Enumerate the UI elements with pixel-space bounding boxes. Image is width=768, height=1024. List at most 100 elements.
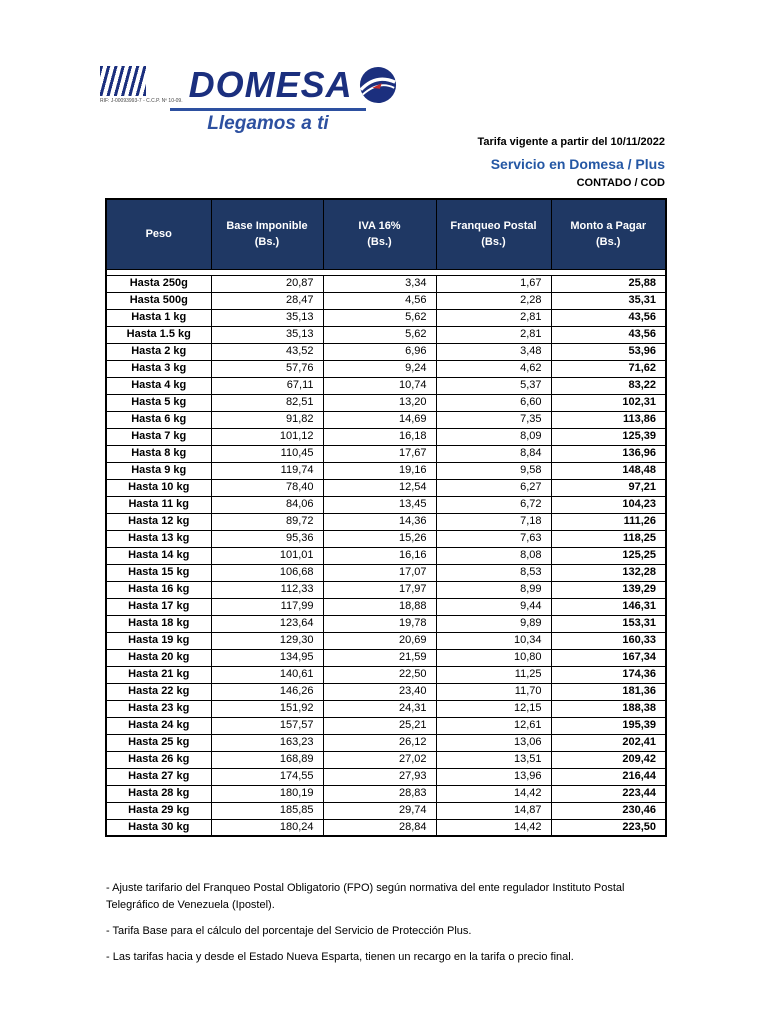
table-row: Hasta 250g 20,87 3,34 1,67 25,88 [105, 274, 667, 293]
cell-base-imponible: 91,82 [210, 410, 324, 429]
brand-name: DOMESA [188, 64, 353, 105]
cell-peso: Hasta 500g [105, 291, 212, 310]
cell-iva: 28,84 [322, 818, 437, 837]
col-header-franqueo-postal: Franqueo Postal (Bs.) [435, 198, 552, 270]
table-row: Hasta 28 kg 180,19 28,83 14,42 223,44 [105, 784, 667, 803]
table-row: Hasta 15 kg 106,68 17,07 8,53 132,28 [105, 563, 667, 582]
cell-peso: Hasta 13 kg [105, 529, 212, 548]
cell-base-imponible: 28,47 [210, 291, 324, 310]
cell-monto-a-pagar: 174,36 [550, 665, 667, 684]
cell-peso: Hasta 29 kg [105, 801, 212, 820]
table-row: Hasta 26 kg 168,89 27,02 13,51 209,42 [105, 750, 667, 769]
cell-base-imponible: 180,19 [210, 784, 324, 803]
cell-base-imponible: 67,11 [210, 376, 324, 395]
tariff-table-head: Peso Base Imponible (Bs.) IVA 16% (Bs.) … [105, 198, 667, 270]
cell-peso: Hasta 20 kg [105, 648, 212, 667]
cell-base-imponible: 35,13 [210, 325, 324, 344]
cell-franqueo-postal: 9,89 [435, 614, 552, 633]
cell-monto-a-pagar: 118,25 [550, 529, 667, 548]
cell-base-imponible: 151,92 [210, 699, 324, 718]
cell-base-imponible: 101,01 [210, 546, 324, 565]
cell-base-imponible: 95,36 [210, 529, 324, 548]
cell-franqueo-postal: 6,72 [435, 495, 552, 514]
table-row: Hasta 20 kg 134,95 21,59 10,80 167,34 [105, 648, 667, 667]
cell-monto-a-pagar: 102,31 [550, 393, 667, 412]
cell-iva: 13,45 [322, 495, 437, 514]
cell-iva: 17,97 [322, 580, 437, 599]
col-header-unit: (Bs.) [596, 236, 621, 249]
cell-base-imponible: 20,87 [210, 274, 324, 293]
table-row: Hasta 6 kg 91,82 14,69 7,35 113,86 [105, 410, 667, 429]
cell-iva: 28,83 [322, 784, 437, 803]
cell-franqueo-postal: 9,58 [435, 461, 552, 480]
cell-iva: 15,26 [322, 529, 437, 548]
cell-iva: 12,54 [322, 478, 437, 497]
cell-monto-a-pagar: 148,48 [550, 461, 667, 480]
table-row: Hasta 1.5 kg 35,13 5,62 2,81 43,56 [105, 325, 667, 344]
table-row: Hasta 5 kg 82,51 13,20 6,60 102,31 [105, 393, 667, 412]
col-header-unit: (Bs.) [367, 236, 392, 249]
table-row: Hasta 2 kg 43,52 6,96 3,48 53,96 [105, 342, 667, 361]
cell-peso: Hasta 28 kg [105, 784, 212, 803]
cell-monto-a-pagar: 136,96 [550, 444, 667, 463]
cell-iva: 3,34 [322, 274, 437, 293]
table-row: Hasta 29 kg 185,85 29,74 14,87 230,46 [105, 801, 667, 820]
cell-iva: 5,62 [322, 325, 437, 344]
cell-franqueo-postal: 10,34 [435, 631, 552, 650]
cell-monto-a-pagar: 113,86 [550, 410, 667, 429]
cell-franqueo-postal: 14,42 [435, 784, 552, 803]
service-title: Servicio en Domesa / Plus [490, 156, 665, 172]
cell-franqueo-postal: 6,60 [435, 393, 552, 412]
cell-franqueo-postal: 14,42 [435, 818, 552, 837]
col-header-peso: Peso [105, 198, 212, 270]
col-header-label: Peso [145, 228, 172, 240]
cell-iva: 16,16 [322, 546, 437, 565]
cell-peso: Hasta 6 kg [105, 410, 212, 429]
cell-iva: 21,59 [322, 648, 437, 667]
cell-monto-a-pagar: 43,56 [550, 325, 667, 344]
cell-monto-a-pagar: 188,38 [550, 699, 667, 718]
cell-base-imponible: 78,40 [210, 478, 324, 497]
cell-peso: Hasta 24 kg [105, 716, 212, 735]
table-row: Hasta 500g 28,47 4,56 2,28 35,31 [105, 291, 667, 310]
cell-monto-a-pagar: 167,34 [550, 648, 667, 667]
cell-monto-a-pagar: 202,41 [550, 733, 667, 752]
cell-iva: 27,93 [322, 767, 437, 786]
cell-base-imponible: 110,45 [210, 444, 324, 463]
cell-franqueo-postal: 8,84 [435, 444, 552, 463]
cell-base-imponible: 43,52 [210, 342, 324, 361]
cell-peso: Hasta 10 kg [105, 478, 212, 497]
cell-peso: Hasta 14 kg [105, 546, 212, 565]
cell-peso: Hasta 15 kg [105, 563, 212, 582]
logo-hash-marks-icon [100, 66, 146, 96]
table-row: Hasta 3 kg 57,76 9,24 4,62 71,62 [105, 359, 667, 378]
cell-base-imponible: 140,61 [210, 665, 324, 684]
table-row: Hasta 19 kg 129,30 20,69 10,34 160,33 [105, 631, 667, 650]
cell-franqueo-postal: 12,61 [435, 716, 552, 735]
table-row: Hasta 10 kg 78,40 12,54 6,27 97,21 [105, 478, 667, 497]
cell-base-imponible: 134,95 [210, 648, 324, 667]
cell-peso: Hasta 4 kg [105, 376, 212, 395]
table-row: Hasta 7 kg 101,12 16,18 8,09 125,39 [105, 427, 667, 446]
cell-franqueo-postal: 11,25 [435, 665, 552, 684]
cell-monto-a-pagar: 53,96 [550, 342, 667, 361]
cell-base-imponible: 82,51 [210, 393, 324, 412]
cell-peso: Hasta 250g [105, 274, 212, 293]
cell-base-imponible: 35,13 [210, 308, 324, 327]
tariff-table-body: Hasta 250g 20,87 3,34 1,67 25,88 Hasta 5… [105, 268, 667, 837]
cell-iva: 20,69 [322, 631, 437, 650]
table-row: Hasta 13 kg 95,36 15,26 7,63 118,25 [105, 529, 667, 548]
table-row: Hasta 25 kg 163,23 26,12 13,06 202,41 [105, 733, 667, 752]
footer-notes: - Ajuste tarifario del Franqueo Postal O… [106, 880, 676, 975]
cell-iva: 16,18 [322, 427, 437, 446]
cell-franqueo-postal: 8,53 [435, 563, 552, 582]
col-header-unit: (Bs.) [254, 236, 280, 249]
tagline-text: Llegamos a ti [207, 113, 329, 134]
cell-base-imponible: 117,99 [210, 597, 324, 616]
cell-iva: 14,69 [322, 410, 437, 429]
cell-franqueo-postal: 10,80 [435, 648, 552, 667]
table-row: Hasta 22 kg 146,26 23,40 11,70 181,36 [105, 682, 667, 701]
cell-peso: Hasta 25 kg [105, 733, 212, 752]
cell-base-imponible: 84,06 [210, 495, 324, 514]
